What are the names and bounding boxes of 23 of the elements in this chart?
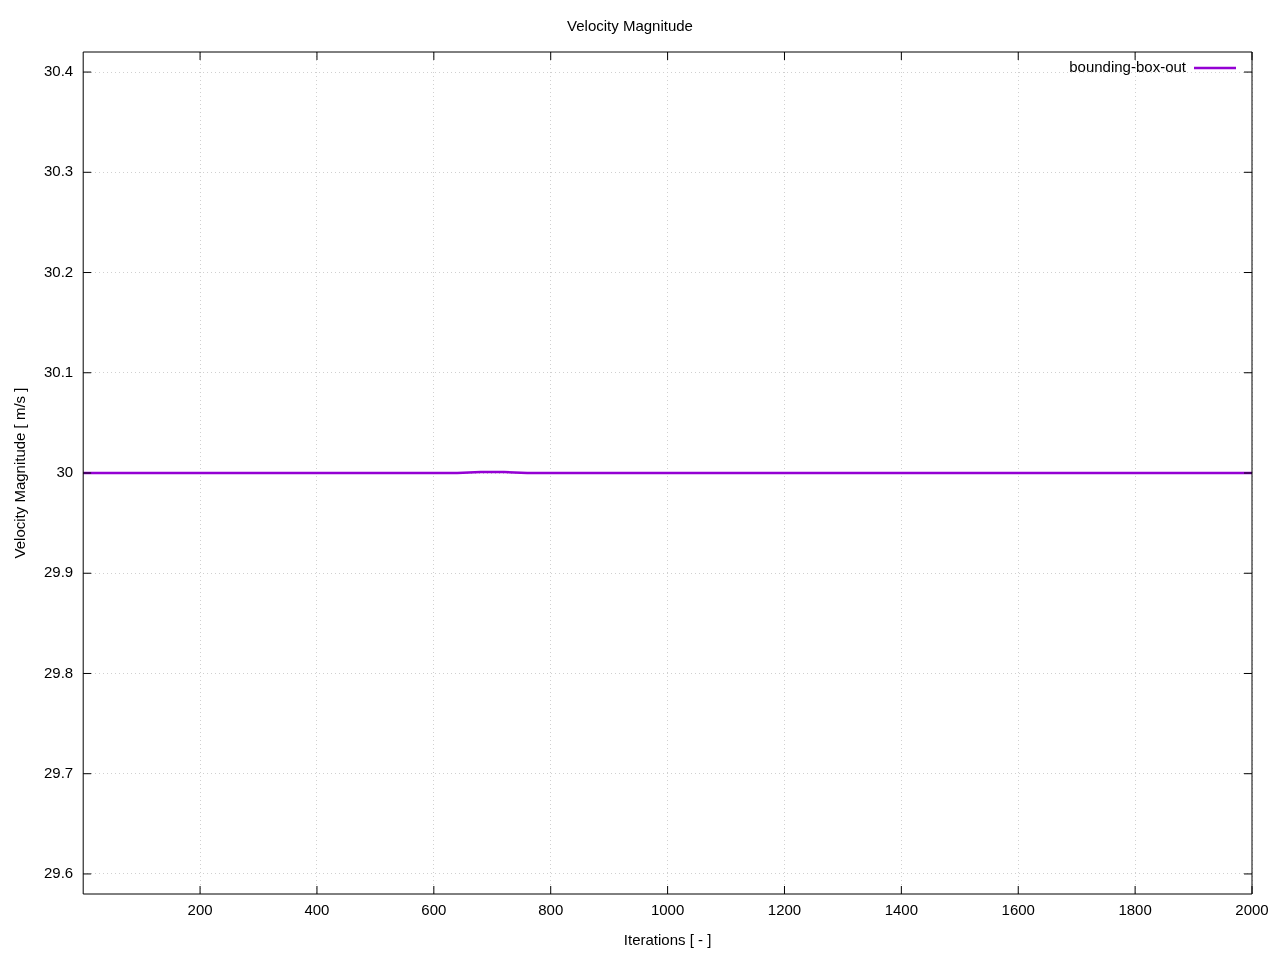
legend-label: bounding-box-out [1069, 58, 1187, 76]
y-tick-label: 29.6 [43, 864, 74, 882]
x-tick-label: 600 [421, 901, 447, 919]
y-tick-label: 29.8 [43, 663, 74, 681]
x-tick-label: 1800 [1118, 901, 1152, 919]
chart-title: Velocity Magnitude [567, 17, 693, 35]
x-tick-label: 200 [187, 901, 213, 919]
x-tick-label: 1000 [650, 901, 685, 919]
x-tick-label: 400 [304, 901, 330, 919]
y-tick-label: 30.4 [43, 62, 74, 80]
x-tick-label: 1600 [1001, 901, 1035, 919]
x-tick-label: 1200 [767, 901, 802, 919]
y-tick-label: 30.2 [43, 262, 74, 280]
y-tick-label: 29.9 [43, 563, 74, 581]
y-tick-label: 30.1 [43, 362, 74, 380]
y-tick-label: 30.3 [43, 162, 74, 180]
x-tick-label: 800 [538, 901, 564, 919]
x-tick-label: 2000 [1235, 901, 1269, 919]
y-tick-label: 30 [56, 463, 74, 481]
x-axis-title: Iterations [ - ] [623, 931, 712, 949]
x-tick-label: 1400 [884, 901, 919, 919]
y-axis-title: Velocity Magnitude [ m/s ] [11, 387, 29, 559]
y-tick-label: 29.7 [43, 763, 74, 781]
